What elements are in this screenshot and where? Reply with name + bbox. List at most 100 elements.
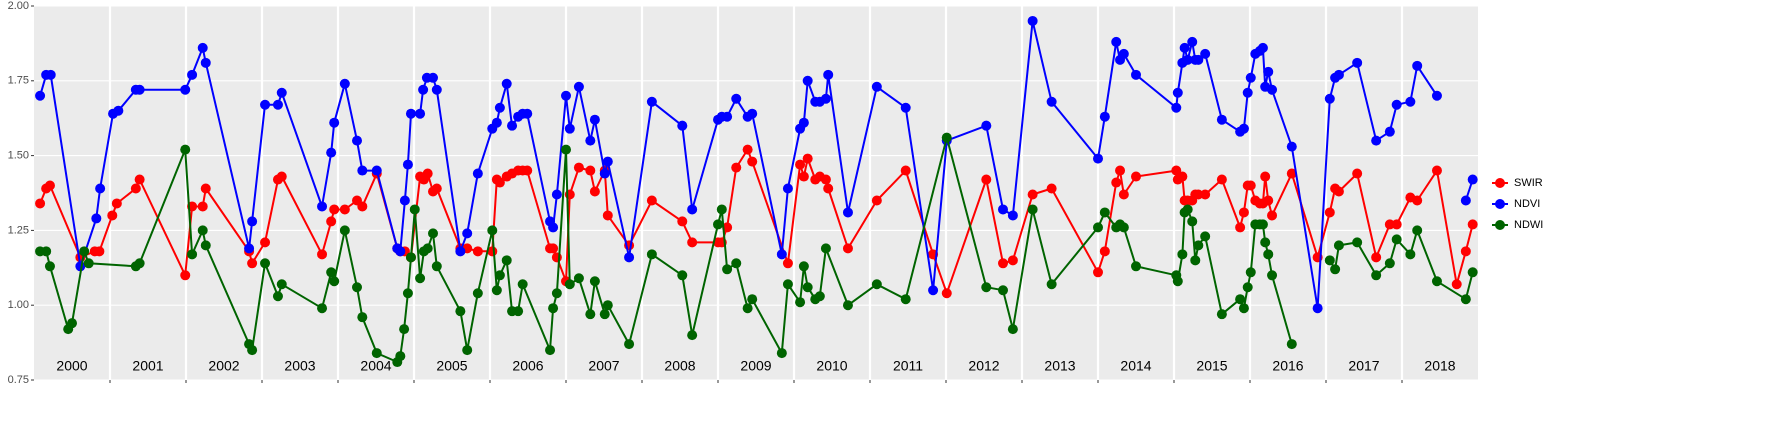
point bbox=[1263, 66, 1274, 77]
point bbox=[1267, 270, 1278, 281]
y-tick-label: 0.75 bbox=[8, 374, 29, 386]
point bbox=[731, 258, 742, 269]
point bbox=[272, 99, 283, 110]
year-label: 2011 bbox=[893, 358, 923, 374]
point bbox=[200, 57, 211, 68]
point bbox=[513, 306, 524, 317]
point bbox=[352, 135, 362, 146]
point bbox=[545, 345, 556, 356]
point bbox=[67, 318, 77, 329]
point bbox=[415, 273, 426, 284]
point bbox=[823, 183, 834, 194]
y-tick-label: 1.50 bbox=[8, 150, 29, 162]
point bbox=[871, 279, 882, 290]
point bbox=[317, 303, 328, 314]
point bbox=[981, 174, 992, 185]
point bbox=[548, 222, 559, 233]
point bbox=[1263, 195, 1274, 206]
point bbox=[134, 174, 145, 185]
year-label: 2002 bbox=[208, 358, 239, 374]
point bbox=[180, 270, 191, 281]
point bbox=[1099, 246, 1110, 257]
point bbox=[472, 246, 483, 257]
point bbox=[399, 324, 410, 335]
point bbox=[1242, 282, 1253, 293]
point bbox=[1111, 177, 1122, 188]
point bbox=[1412, 195, 1423, 206]
point bbox=[317, 249, 328, 260]
point bbox=[1412, 60, 1423, 71]
point bbox=[998, 204, 1008, 215]
point bbox=[1200, 48, 1211, 59]
point bbox=[561, 90, 571, 101]
point bbox=[1352, 168, 1363, 179]
point bbox=[802, 282, 813, 293]
point bbox=[260, 99, 271, 110]
y-tick-label: 1.00 bbox=[8, 299, 29, 311]
year-label: 2001 bbox=[132, 358, 163, 374]
year-label: 2010 bbox=[816, 358, 847, 374]
point bbox=[998, 258, 1008, 269]
point bbox=[462, 228, 473, 239]
point bbox=[1093, 267, 1103, 278]
point bbox=[357, 201, 368, 212]
point bbox=[820, 174, 831, 185]
point bbox=[501, 255, 512, 266]
point bbox=[1245, 180, 1256, 191]
plot-panel bbox=[34, 6, 1478, 380]
point bbox=[646, 96, 657, 107]
point bbox=[747, 294, 758, 305]
point bbox=[494, 102, 505, 113]
point bbox=[842, 207, 853, 218]
year-label: 2016 bbox=[1272, 358, 1303, 374]
point bbox=[1200, 231, 1211, 242]
point bbox=[180, 84, 191, 95]
point bbox=[722, 264, 733, 275]
point bbox=[1286, 141, 1297, 152]
point bbox=[1467, 174, 1478, 185]
point bbox=[687, 237, 698, 248]
point bbox=[35, 90, 46, 101]
point bbox=[1111, 36, 1122, 47]
point bbox=[405, 252, 416, 263]
point bbox=[1193, 240, 1204, 251]
point bbox=[79, 246, 90, 257]
point bbox=[272, 291, 283, 302]
point bbox=[326, 216, 337, 227]
y-tick-label: 2.00 bbox=[8, 0, 29, 12]
point bbox=[244, 243, 255, 254]
point bbox=[731, 93, 742, 104]
point bbox=[1352, 57, 1363, 68]
point bbox=[339, 225, 350, 236]
point bbox=[1412, 225, 1423, 236]
legend-label: SWIR bbox=[1514, 177, 1543, 189]
point bbox=[1330, 264, 1341, 275]
legend-swatch bbox=[1495, 178, 1505, 188]
point bbox=[1177, 249, 1188, 260]
point bbox=[782, 183, 793, 194]
point bbox=[687, 204, 698, 215]
point bbox=[130, 183, 141, 194]
point bbox=[602, 156, 613, 167]
point bbox=[585, 309, 596, 320]
point bbox=[599, 168, 610, 179]
point bbox=[981, 282, 992, 293]
point bbox=[422, 243, 433, 254]
point bbox=[94, 246, 105, 257]
point bbox=[1007, 255, 1018, 266]
point bbox=[871, 81, 882, 92]
point bbox=[326, 147, 337, 158]
point bbox=[111, 198, 122, 209]
point bbox=[1431, 276, 1442, 287]
point bbox=[1200, 189, 1211, 200]
point bbox=[405, 108, 416, 119]
year-label: 2007 bbox=[588, 358, 619, 374]
point bbox=[276, 171, 287, 182]
point bbox=[1027, 15, 1038, 26]
point bbox=[1118, 222, 1129, 233]
point bbox=[1460, 246, 1471, 257]
point bbox=[1391, 234, 1402, 245]
point bbox=[802, 153, 813, 164]
point bbox=[599, 309, 610, 320]
